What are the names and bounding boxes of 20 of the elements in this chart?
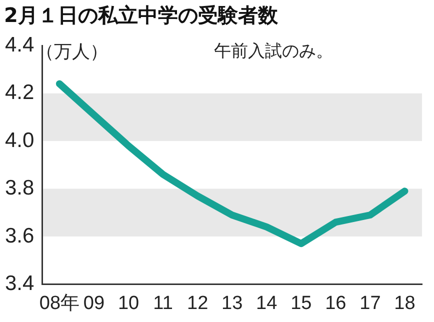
y-tick-label: 4.2 [4, 81, 34, 104]
x-tick-label: 08年 [39, 292, 80, 314]
x-tick-label: 14 [256, 292, 278, 314]
y-tick-label: 3.6 [4, 224, 34, 248]
x-tick-label: 18 [394, 292, 416, 314]
x-tick-label: 09 [83, 292, 105, 314]
x-tick-label: 13 [222, 292, 243, 314]
y-tick-label: 3.4 [4, 272, 35, 295]
x-tick-label: 16 [325, 292, 346, 314]
x-tick-label: 12 [187, 292, 208, 314]
chart-title: 2月１日の私立中学の受験者数 [4, 2, 278, 29]
y-tick-label: 3.8 [4, 176, 34, 200]
y-axis-title: （万人） [36, 41, 108, 62]
x-tick-label: 11 [153, 292, 173, 314]
x-tick-label: 15 [290, 292, 312, 314]
y-tick-label: 4.0 [4, 128, 34, 152]
y-tick-label: 4.4 [4, 33, 35, 56]
x-tick-label: 10 [118, 292, 140, 314]
x-tick-label: 17 [360, 292, 381, 314]
annotation: 午前入試のみ。 [214, 42, 334, 62]
